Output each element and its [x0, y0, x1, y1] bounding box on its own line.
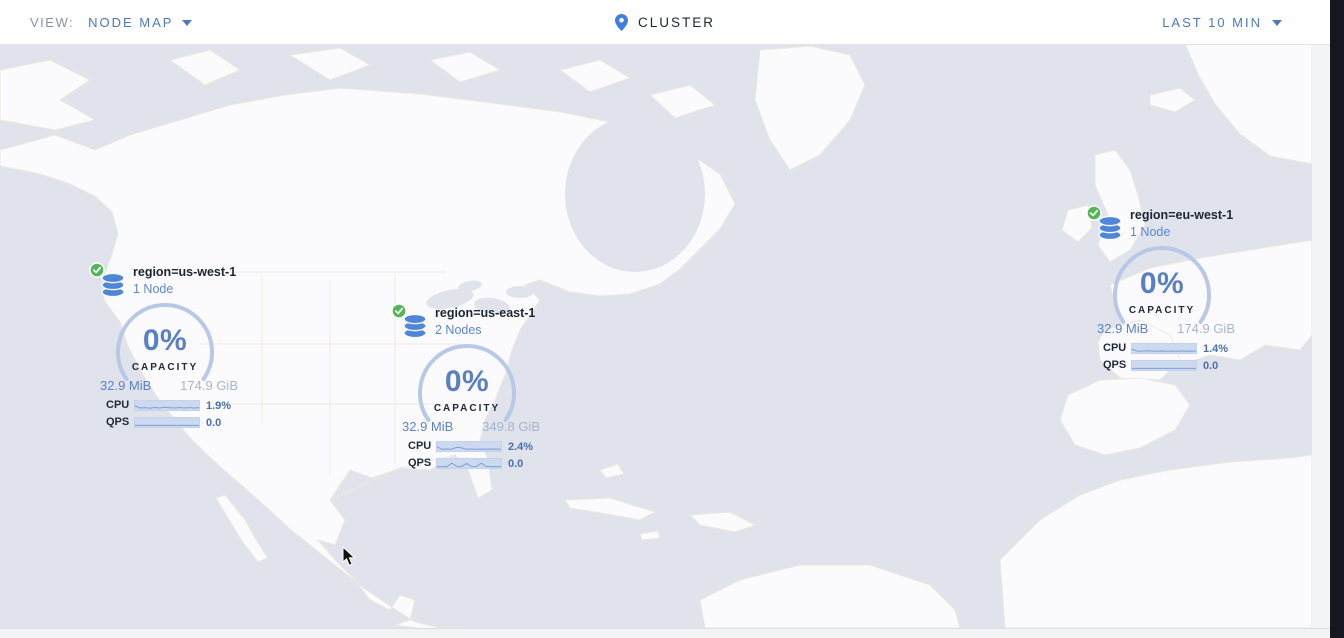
database-icon: [101, 272, 125, 298]
capacity-used: 32.9 MiB: [100, 378, 152, 393]
locality-callout-us-west-1[interactable]: region=us-west-1 1 Node 0% CAPACITY 32.9…: [88, 262, 246, 438]
capacity-used: 32.9 MiB: [1097, 321, 1149, 336]
capacity-caption: CAPACITY: [131, 362, 199, 373]
qps-sparkline: [436, 458, 502, 469]
healthy-check-icon: [89, 262, 105, 278]
window-edge-strip: [1330, 0, 1344, 638]
capacity-caption: CAPACITY: [1128, 305, 1196, 316]
view-dropdown[interactable]: NODE MAP: [88, 14, 193, 30]
cpu-stat-row: CPU 1.4%: [1103, 342, 1243, 355]
healthy-check-icon: [391, 303, 407, 319]
breadcrumb: CLUSTER: [0, 13, 1330, 31]
capacity-total: 174.9 GiB: [180, 378, 238, 393]
locality-callout-us-east-1[interactable]: region=us-east-1 2 Nodes 0% CAPACITY 32.…: [390, 303, 548, 479]
database-icon: [1098, 215, 1122, 241]
region-label: region=eu-west-1: [1130, 208, 1234, 222]
capacity-percentage: 0%: [1139, 267, 1185, 300]
region-label: region=us-west-1: [133, 265, 237, 279]
time-range-dropdown[interactable]: LAST 10 MIN: [1162, 15, 1282, 30]
node-count-label[interactable]: 2 Nodes: [435, 323, 482, 337]
right-gutter: [1312, 44, 1330, 628]
capacity-used: 32.9 MiB: [402, 419, 454, 434]
node-count-label[interactable]: 1 Node: [1130, 225, 1171, 239]
qps-label: QPS: [408, 457, 432, 469]
healthy-check-icon: [1086, 205, 1102, 221]
map-pin-icon: [614, 13, 628, 31]
cpu-label: CPU: [1103, 342, 1127, 354]
capacity-caption: CAPACITY: [433, 403, 501, 414]
cluster-breadcrumb-label[interactable]: CLUSTER: [637, 14, 715, 30]
cpu-label: CPU: [408, 440, 432, 452]
capacity-values: 32.9 MiB 349.8 GiB: [402, 419, 540, 434]
cpu-value: 1.4%: [1203, 343, 1229, 355]
capacity-gauge-arc: [418, 344, 516, 422]
cpu-value: 1.9%: [206, 400, 232, 412]
qps-sparkline: [134, 417, 200, 428]
capacity-values: 32.9 MiB 174.9 GiB: [1097, 321, 1235, 336]
cpu-sparkline: [1131, 343, 1197, 354]
qps-stat-row: QPS 0.0: [1103, 359, 1243, 372]
cpu-sparkline: [134, 400, 200, 411]
top-toolbar: VIEW: NODE MAP CLUSTER LAST 10 MIN: [0, 0, 1330, 45]
capacity-gauge-arc: [1113, 246, 1211, 324]
capacity-percentage: 0%: [444, 365, 490, 398]
view-selector-group: VIEW: NODE MAP: [30, 14, 193, 30]
bottom-edge-strip: [0, 628, 1330, 638]
capacity-total: 349.8 GiB: [482, 419, 540, 434]
chevron-down-icon: [182, 19, 193, 26]
qps-value: 0.0: [1203, 360, 1219, 372]
qps-label: QPS: [106, 416, 130, 428]
qps-value: 0.0: [508, 458, 524, 470]
qps-label: QPS: [1103, 359, 1127, 371]
capacity-gauge-arc: [116, 303, 214, 381]
cpu-stat-row: CPU 1.9%: [106, 399, 246, 412]
node-map-canvas: region=us-west-1 1 Node 0% CAPACITY 32.9…: [0, 44, 1312, 628]
chevron-down-icon: [1272, 19, 1282, 26]
qps-sparkline: [1131, 360, 1197, 371]
mouse-cursor-icon: [342, 546, 356, 566]
cpu-label: CPU: [106, 399, 130, 411]
cpu-stat-row: CPU 2.4%: [408, 440, 548, 453]
qps-stat-row: QPS 0.0: [106, 416, 246, 429]
qps-value: 0.0: [206, 417, 222, 429]
view-label: VIEW:: [30, 14, 75, 30]
capacity-total: 174.9 GiB: [1177, 321, 1235, 336]
world-map: [0, 44, 1312, 628]
time-range-value: LAST 10 MIN: [1162, 14, 1262, 30]
view-dropdown-value: NODE MAP: [88, 14, 174, 30]
capacity-values: 32.9 MiB 174.9 GiB: [100, 378, 238, 393]
node-count-label[interactable]: 1 Node: [133, 282, 174, 296]
region-label: region=us-east-1: [435, 306, 536, 320]
cpu-value: 2.4%: [508, 441, 534, 453]
database-icon: [403, 313, 427, 339]
cpu-sparkline: [436, 441, 502, 452]
locality-callout-eu-west-1[interactable]: region=eu-west-1 1 Node 0% CAPACITY 32.9…: [1085, 205, 1243, 381]
qps-stat-row: QPS 0.0: [408, 457, 548, 470]
capacity-percentage: 0%: [142, 324, 188, 357]
